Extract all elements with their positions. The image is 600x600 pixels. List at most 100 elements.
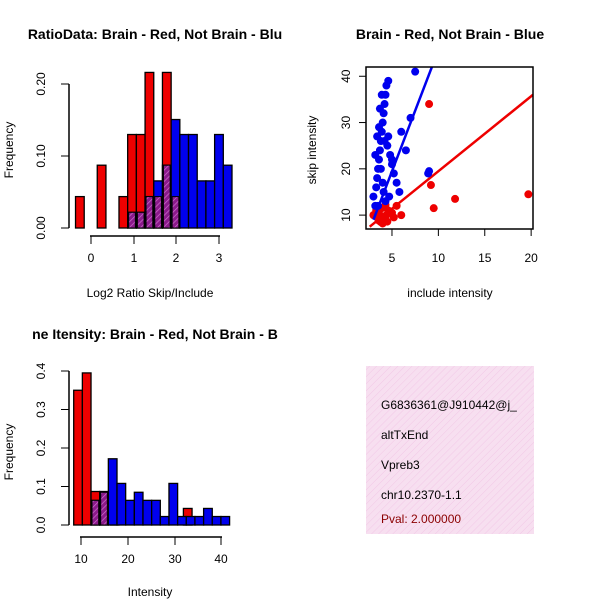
event-id-text: G6836361@J910442@j_ <box>381 398 517 412</box>
scatter-point-not-brain <box>371 150 380 159</box>
scatter-point-not-brain <box>374 201 383 210</box>
info-panel: G6836361@J910442@j_ altTxEnd Vpreb3 chr1… <box>366 366 534 534</box>
intensity-xtick-label: 40 <box>214 552 228 566</box>
ratio-ytick-label: 0.20 <box>34 72 48 96</box>
scatter-ticks: 5 10 15 20 10 20 30 40 <box>339 69 538 265</box>
scatter-chart-title: Brain - Red, Not Brain - Blue <box>356 26 544 42</box>
intensity-ytick-label: 0.3 <box>34 401 48 418</box>
scatter-point-not-brain <box>379 187 388 196</box>
scatter-point-not-brain <box>385 192 394 201</box>
scatter-point-brain <box>451 194 460 203</box>
ratio-y-label: Frequency <box>2 122 16 179</box>
scatter-xtick-label: 5 <box>389 251 396 265</box>
ratio-bars <box>74 71 233 229</box>
intensity-bar-not-brain <box>211 515 222 526</box>
ratio-histogram-panel: RatioData: Brain - Red, Not Brain - Blu … <box>2 26 282 300</box>
scatter-point-not-brain <box>372 183 381 192</box>
scatter-point-brain <box>374 216 383 225</box>
scatter-point-not-brain <box>375 104 384 113</box>
intensity-x-ticks: 10 20 30 40 <box>74 537 228 566</box>
intensity-bar-not-brain <box>185 515 196 526</box>
ratio-xtick-label: 2 <box>173 251 180 265</box>
intensity-ytick-label: 0.4 <box>34 362 48 379</box>
ratio-bar-brain <box>96 164 107 229</box>
scatter-point-not-brain <box>377 90 386 99</box>
scatter-point-not-brain <box>384 76 393 85</box>
ratio-bar-overlap <box>136 211 145 229</box>
intensity-bar-not-brain <box>159 515 170 526</box>
scatter-ytick-label: 10 <box>339 208 353 222</box>
intensity-bar-not-brain <box>133 491 144 526</box>
scatter-ytick-label: 30 <box>339 116 353 130</box>
scatter-point-not-brain <box>387 155 396 164</box>
scatter-point-not-brain <box>374 123 383 132</box>
ratio-bar-overlap <box>171 196 180 229</box>
intensity-xtick-label: 30 <box>168 552 182 566</box>
ratio-bar-not-brain <box>213 133 224 229</box>
ratio-bar-not-brain <box>179 133 190 229</box>
ratio-bar-overlap <box>128 211 136 229</box>
ratio-bar-not-brain <box>222 164 233 229</box>
scatter-point-brain <box>389 213 398 222</box>
scatter-points <box>368 67 533 228</box>
intensity-chart-title: ne Itensity: Brain - Red, Not Brain - B <box>32 326 278 342</box>
ratio-x-label: Log2 Ratio Skip/Include <box>87 286 214 300</box>
scatter-point-brain <box>429 204 438 213</box>
ratio-chart-title: RatioData: Brain - Red, Not Brain - Blu <box>28 26 282 42</box>
scatter-point-not-brain <box>369 192 378 201</box>
intensity-bar-not-brain <box>125 499 135 526</box>
scatter-ytick-label: 40 <box>339 69 353 83</box>
intensity-bar-not-brain <box>107 458 118 526</box>
intensity-x-label: Intensity <box>128 585 173 599</box>
ratio-xtick-label: 0 <box>88 251 95 265</box>
scatter-point-not-brain <box>373 132 382 141</box>
intensity-ytick-label: 0.2 <box>34 439 48 456</box>
event-type-text: altTxEnd <box>381 428 428 442</box>
scatter-point-not-brain <box>376 164 385 173</box>
ratio-ytick-label: 0.00 <box>34 216 48 240</box>
ratio-bar-not-brain <box>187 133 198 229</box>
intensity-ytick-label: 0.0 <box>34 516 48 533</box>
ratio-ytick-label: 0.10 <box>34 144 48 168</box>
scatter-x-label: include intensity <box>407 286 492 300</box>
scatter-xtick-label: 15 <box>478 251 492 265</box>
ratio-bar-brain <box>74 195 85 229</box>
gene-name-text: Vpreb3 <box>381 458 420 472</box>
intensity-xtick-label: 10 <box>74 552 88 566</box>
scatter-ytick-label: 20 <box>339 162 353 176</box>
intensity-bar-not-brain <box>142 499 153 526</box>
ratio-bar-overlap <box>154 196 162 229</box>
scatter-point-brain <box>426 181 435 190</box>
info-panel-background <box>366 366 534 534</box>
intensity-ytick-label: 0.1 <box>34 478 48 495</box>
scatter-point-not-brain <box>425 167 434 176</box>
intensity-bar-brain <box>81 372 92 526</box>
scatter-y-label: skip intensity <box>305 116 319 185</box>
scatter-point-not-brain <box>373 174 382 183</box>
intensity-bar-overlap <box>100 491 108 526</box>
intensity-bar-not-brain <box>176 515 187 526</box>
scatter-point-not-brain <box>411 67 420 76</box>
intensity-bar-not-brain <box>116 482 127 526</box>
intensity-bar-not-brain <box>150 499 161 526</box>
intensity-y-label: Frequency <box>2 424 16 481</box>
location-text: chr10.2370-1.1 <box>381 488 462 502</box>
intensity-bar-not-brain <box>168 482 179 526</box>
scatter-point-not-brain <box>392 178 401 187</box>
ratio-bar-overlap <box>162 164 171 229</box>
intensity-y-ticks: 0.0 0.1 0.2 0.3 0.4 <box>34 362 69 533</box>
scatter-xtick-label: 10 <box>432 251 446 265</box>
ratio-bar-overlap <box>145 196 154 229</box>
ratio-x-ticks: 0 1 2 3 <box>88 236 223 265</box>
ratio-bar-not-brain <box>205 180 216 229</box>
ratio-y-ticks: 0.00 0.10 0.20 <box>34 72 69 240</box>
scatter-point-not-brain <box>380 137 389 146</box>
intensity-histogram-panel: ne Itensity: Brain - Red, Not Brain - B … <box>2 326 278 599</box>
scatter-point-brain <box>392 201 401 210</box>
intensity-bar-not-brain <box>220 515 231 526</box>
scatter-point-not-brain <box>389 169 398 178</box>
intensity-bar-not-brain <box>194 515 205 526</box>
scatter-xtick-label: 20 <box>524 251 538 265</box>
intensity-bar-not-brain <box>202 507 213 526</box>
